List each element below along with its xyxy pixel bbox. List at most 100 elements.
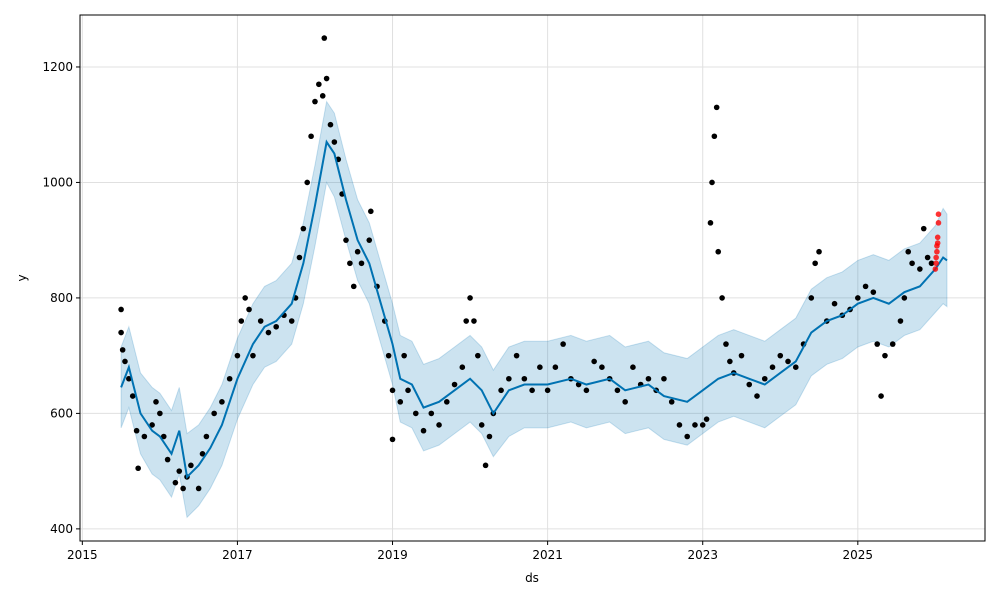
observed-point [917,266,923,272]
observed-point [257,318,264,324]
x-tick-label: 2023 [687,548,718,562]
recent-points [932,211,942,272]
observed-point [467,295,473,301]
observed-point [288,318,295,324]
uncertainty-area [120,100,948,519]
observed-point [713,104,720,111]
observed-point [331,139,338,145]
observed-point [746,381,753,388]
y-tick-label: 1200 [42,60,73,74]
observed-point [308,133,314,140]
x-tick-label: 2015 [67,548,98,562]
observed-point [389,387,396,394]
observed-point [769,364,776,371]
observed-points [118,35,935,492]
observed-point [920,225,927,232]
x-tick-label: 2019 [377,548,408,562]
observed-point [238,318,245,324]
observed-point [405,387,411,394]
observed-point [928,260,935,267]
observed-point [901,295,908,301]
observed-point [855,295,861,301]
observed-point [319,93,326,99]
observed-point [924,254,931,261]
observed-point [118,329,124,336]
observed-point [149,422,155,428]
observed-point [684,433,691,440]
observed-point [126,375,132,382]
observed-point [389,436,396,443]
x-tick-label: 2025 [843,548,874,562]
observed-point [882,352,888,359]
observed-point [471,318,477,324]
observed-point [905,248,912,255]
observed-point [715,248,722,255]
observed-point [199,451,206,457]
observed-point [226,375,233,382]
observed-point [316,81,322,88]
observed-point [591,358,597,365]
observed-point [513,352,520,359]
observed-point [141,433,148,440]
recent-point [935,211,942,217]
observed-point [529,387,535,394]
observed-point [707,220,714,226]
x-axis-label: ds [525,571,539,585]
observed-point [614,387,621,394]
observed-point [420,427,427,434]
observed-point [211,410,217,417]
y-axis-label: y [15,274,29,281]
observed-point [135,465,141,472]
observed-point [160,433,167,440]
observed-point [412,410,419,417]
observed-point [246,306,252,313]
observed-point [661,375,667,382]
observed-point [630,364,636,371]
observed-point [498,387,504,394]
observed-point [133,427,140,434]
observed-point [727,358,733,365]
observed-point [451,381,458,388]
uncertainty-band [120,100,948,519]
recent-point [934,240,941,246]
observed-point [668,399,675,405]
observed-point [219,399,225,405]
plot-frame [79,14,986,542]
observed-point [118,306,124,313]
y-tick-label: 1000 [42,175,73,189]
observed-point [862,283,869,290]
observed-point [878,393,884,399]
y-tick-label: 400 [50,522,73,536]
observed-point [463,318,469,324]
observed-point [273,323,279,330]
observed-point [327,121,334,128]
observed-point [153,399,159,405]
observed-point [723,341,729,347]
observed-point [188,462,194,469]
observed-point [699,422,706,428]
observed-point [599,364,605,371]
observed-point [119,347,126,353]
observed-point [366,237,373,243]
observed-point [703,416,710,422]
observed-point [312,98,318,105]
observed-point [203,433,210,440]
observed-point [676,422,683,428]
observed-point [506,375,512,382]
observed-point [354,248,361,255]
recent-point [932,266,939,272]
observed-point [552,364,559,371]
forecast-line [120,139,948,479]
observed-point [176,468,183,474]
observed-point [300,225,307,232]
observed-point [358,260,365,267]
observed-point [385,352,392,359]
recent-point [933,254,939,261]
observed-point [397,399,404,405]
observed-point [544,387,551,394]
x-tick-label: 2017 [222,548,253,562]
axis-ticks: 2015 2017 2019 2021 2023 2025 400 600 800 1000 120… [42,60,873,562]
yhat-line [120,139,948,479]
observed-point [889,341,896,347]
